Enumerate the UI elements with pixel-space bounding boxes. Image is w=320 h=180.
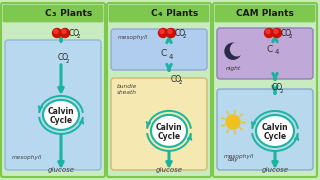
Text: Calvin: Calvin — [48, 107, 74, 116]
Text: 2: 2 — [65, 58, 69, 64]
Text: 4: 4 — [169, 54, 173, 60]
Text: night: night — [225, 66, 241, 71]
Text: mesophyll: mesophyll — [118, 35, 148, 40]
Text: CO: CO — [281, 28, 292, 37]
Circle shape — [226, 115, 240, 129]
FancyBboxPatch shape — [3, 5, 103, 22]
Text: 2: 2 — [288, 33, 292, 39]
Text: C: C — [150, 9, 157, 18]
Circle shape — [266, 30, 270, 33]
Text: 3: 3 — [52, 12, 57, 17]
FancyBboxPatch shape — [217, 28, 313, 79]
Circle shape — [160, 30, 164, 33]
Text: C: C — [267, 44, 273, 53]
Text: bundle
sheath: bundle sheath — [117, 84, 137, 95]
FancyBboxPatch shape — [111, 29, 207, 70]
Text: CO: CO — [171, 75, 182, 84]
Text: CO: CO — [58, 53, 69, 62]
Text: 2: 2 — [279, 89, 283, 94]
Text: 2: 2 — [179, 80, 182, 85]
Ellipse shape — [256, 115, 294, 147]
Circle shape — [60, 28, 69, 37]
Ellipse shape — [43, 100, 79, 130]
Circle shape — [158, 28, 167, 37]
Text: C: C — [44, 9, 51, 18]
FancyBboxPatch shape — [215, 5, 315, 22]
Text: Plants: Plants — [163, 9, 198, 18]
Circle shape — [168, 30, 172, 33]
Text: Calvin: Calvin — [156, 123, 182, 132]
Text: Plants: Plants — [57, 9, 92, 18]
FancyBboxPatch shape — [5, 40, 101, 170]
Text: day: day — [228, 157, 238, 162]
FancyBboxPatch shape — [1, 3, 105, 177]
Circle shape — [230, 43, 244, 56]
FancyBboxPatch shape — [213, 3, 317, 177]
FancyBboxPatch shape — [217, 89, 313, 170]
Text: Cycle: Cycle — [263, 132, 287, 141]
Circle shape — [166, 28, 175, 37]
Text: 2: 2 — [182, 33, 186, 39]
Text: Cycle: Cycle — [49, 116, 73, 125]
Text: CO: CO — [272, 84, 283, 93]
Text: C: C — [161, 49, 167, 58]
Circle shape — [273, 28, 282, 37]
Circle shape — [62, 30, 66, 33]
Text: Calvin: Calvin — [262, 123, 288, 132]
Circle shape — [274, 30, 278, 33]
Text: 4: 4 — [275, 49, 279, 55]
Text: CO: CO — [69, 28, 80, 37]
FancyBboxPatch shape — [107, 3, 211, 177]
Text: glucose: glucose — [156, 167, 182, 173]
FancyBboxPatch shape — [111, 78, 207, 170]
Circle shape — [265, 28, 274, 37]
Circle shape — [54, 30, 58, 33]
Text: Cycle: Cycle — [157, 132, 180, 141]
Text: glucose: glucose — [261, 167, 289, 173]
Circle shape — [225, 43, 241, 59]
Text: CO: CO — [175, 28, 186, 37]
Circle shape — [52, 28, 61, 37]
Text: 4: 4 — [158, 12, 163, 17]
Text: 2: 2 — [76, 33, 80, 39]
FancyBboxPatch shape — [109, 5, 209, 22]
Text: mesophyll: mesophyll — [12, 155, 42, 160]
Text: glucose: glucose — [47, 167, 75, 173]
Text: mesophyll: mesophyll — [224, 154, 254, 159]
Ellipse shape — [151, 115, 187, 147]
Text: CAM Plants: CAM Plants — [236, 9, 294, 18]
